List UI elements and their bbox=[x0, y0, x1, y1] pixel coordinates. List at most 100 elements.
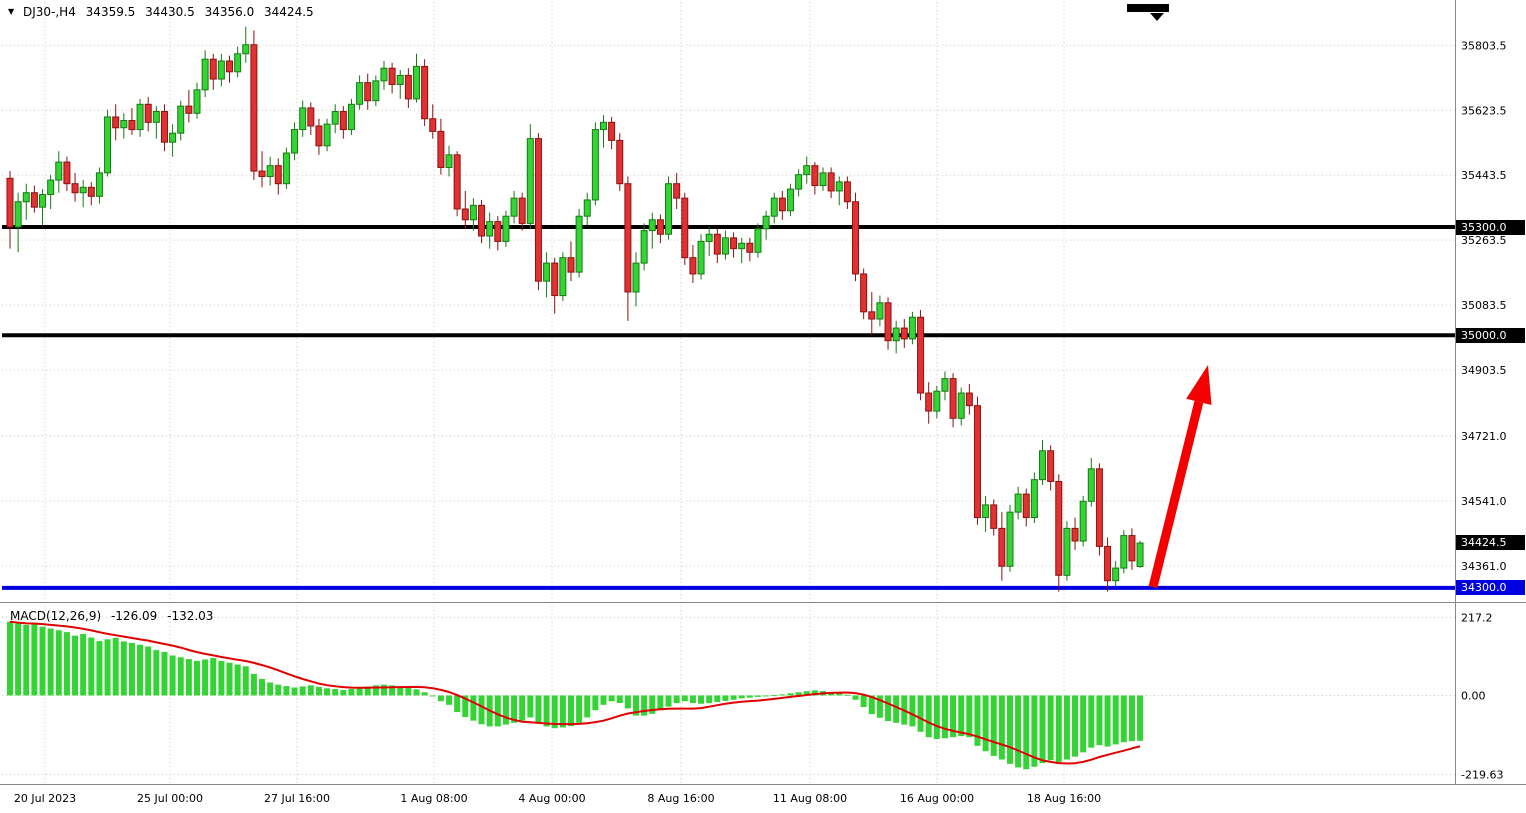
macd-bar bbox=[63, 632, 70, 696]
bar-high-value: 34430.5 bbox=[145, 5, 195, 19]
macd-bar bbox=[364, 686, 371, 696]
macd-bar bbox=[283, 686, 290, 696]
macd-bar bbox=[990, 695, 997, 756]
candle-body bbox=[1039, 450, 1047, 481]
candle-body bbox=[486, 221, 494, 237]
macd-bar bbox=[795, 692, 802, 696]
macd-bar bbox=[592, 695, 599, 711]
candle-body bbox=[673, 183, 681, 199]
macd-bar bbox=[714, 695, 721, 702]
macd-bar bbox=[31, 623, 38, 696]
macd-bar bbox=[576, 695, 583, 723]
macd-histogram bbox=[7, 621, 1144, 770]
candles bbox=[6, 26, 1144, 592]
macd-bar bbox=[218, 660, 225, 696]
candle-body bbox=[811, 165, 819, 187]
macd-bar bbox=[559, 695, 566, 728]
price-badge[interactable]: 35000.0 bbox=[1456, 327, 1525, 343]
time-tick-label[interactable]: 16 Aug 00:00 bbox=[900, 792, 974, 805]
price-badge[interactable]: 34300.0 bbox=[1456, 580, 1525, 596]
time-tick-label[interactable]: 1 Aug 08:00 bbox=[400, 792, 467, 805]
candle-body bbox=[795, 174, 803, 190]
candle-body bbox=[104, 116, 112, 174]
trend-arrow-head[interactable] bbox=[1186, 365, 1212, 405]
candle-body bbox=[136, 103, 144, 131]
candle-body bbox=[120, 120, 128, 129]
candle-body bbox=[1022, 493, 1030, 519]
candle-body bbox=[63, 161, 71, 185]
candle-body bbox=[39, 194, 47, 208]
candle-body bbox=[843, 181, 851, 203]
time-tick-label[interactable]: 11 Aug 08:00 bbox=[773, 792, 847, 805]
macd-bar bbox=[128, 642, 135, 696]
time-tick-label[interactable]: 18 Aug 16:00 bbox=[1027, 792, 1101, 805]
candle-body bbox=[583, 199, 591, 217]
macd-bar bbox=[567, 695, 574, 727]
macd-bar bbox=[380, 684, 387, 696]
candle-body bbox=[160, 111, 168, 143]
macd-bar bbox=[137, 644, 144, 696]
macd-bar bbox=[104, 639, 111, 696]
macd-tick-label: 0.00 bbox=[1461, 689, 1486, 702]
time-tick-label[interactable]: 20 Jul 2023 bbox=[14, 792, 76, 805]
time-tick-label[interactable]: 27 Jul 16:00 bbox=[264, 792, 330, 805]
macd-bar bbox=[226, 662, 233, 696]
macd-bar bbox=[80, 633, 87, 696]
macd-bar bbox=[657, 695, 664, 711]
candle-body bbox=[266, 165, 274, 177]
candle-body bbox=[323, 123, 331, 147]
candle-body bbox=[754, 228, 762, 253]
candle-body bbox=[713, 233, 721, 255]
macd-bar bbox=[966, 695, 973, 738]
candle-body bbox=[185, 105, 193, 114]
time-tick-label[interactable]: 8 Aug 16:00 bbox=[647, 792, 714, 805]
candle-body bbox=[640, 230, 648, 264]
ohlc-info: ▼ DJ30-,H4 34359.5 34430.5 34356.0 34424… bbox=[8, 5, 320, 19]
time-tick-label[interactable]: 4 Aug 00:00 bbox=[518, 792, 585, 805]
candle-body bbox=[941, 378, 949, 392]
candle-body bbox=[71, 183, 79, 194]
candle-body bbox=[681, 197, 689, 259]
macd-bar bbox=[55, 630, 62, 696]
macd-bar bbox=[730, 695, 737, 700]
price-tick-label: 34903.5 bbox=[1461, 364, 1507, 377]
trend-arrow-shaft[interactable] bbox=[1148, 400, 1204, 589]
shift-marker-triangle[interactable] bbox=[1150, 13, 1164, 21]
candle-body bbox=[892, 327, 900, 342]
macd-indicator-info: MACD(12,26,9) -126.09 -132.03 bbox=[10, 609, 219, 623]
macd-bar bbox=[1063, 695, 1070, 760]
candle-body bbox=[177, 105, 185, 134]
macd-bar bbox=[885, 695, 892, 722]
macd-bar bbox=[193, 660, 200, 696]
macd-bar bbox=[210, 658, 217, 696]
macd-bar bbox=[502, 695, 509, 725]
candle-body bbox=[957, 392, 965, 419]
time-tick-label[interactable]: 25 Jul 00:00 bbox=[137, 792, 203, 805]
macd-main-value: -126.09 bbox=[110, 609, 158, 623]
macd-bar bbox=[454, 695, 461, 713]
candle-body bbox=[282, 152, 290, 185]
candle-body bbox=[193, 89, 201, 114]
bar-close-value: 34424.5 bbox=[264, 5, 314, 19]
candle-body bbox=[1112, 567, 1120, 582]
macd-bar bbox=[7, 621, 13, 696]
candle-body bbox=[1047, 450, 1055, 482]
candle-body bbox=[1104, 545, 1112, 582]
macd-bar bbox=[909, 695, 916, 727]
macd-bar bbox=[15, 623, 22, 696]
macd-bar bbox=[543, 695, 550, 727]
macd-bar bbox=[917, 695, 924, 732]
macd-bar bbox=[340, 690, 347, 696]
macd-bar bbox=[836, 693, 843, 696]
macd-bar bbox=[242, 666, 249, 696]
candle-body bbox=[347, 103, 355, 131]
candle-body bbox=[234, 53, 242, 73]
shift-marker-bar bbox=[1127, 4, 1169, 12]
candle-body bbox=[421, 65, 429, 120]
candle-body bbox=[404, 74, 412, 100]
price-badge[interactable]: 35300.0 bbox=[1456, 219, 1525, 235]
candle-body bbox=[453, 154, 461, 210]
macd-bar bbox=[356, 687, 363, 696]
candle-body bbox=[413, 65, 420, 100]
